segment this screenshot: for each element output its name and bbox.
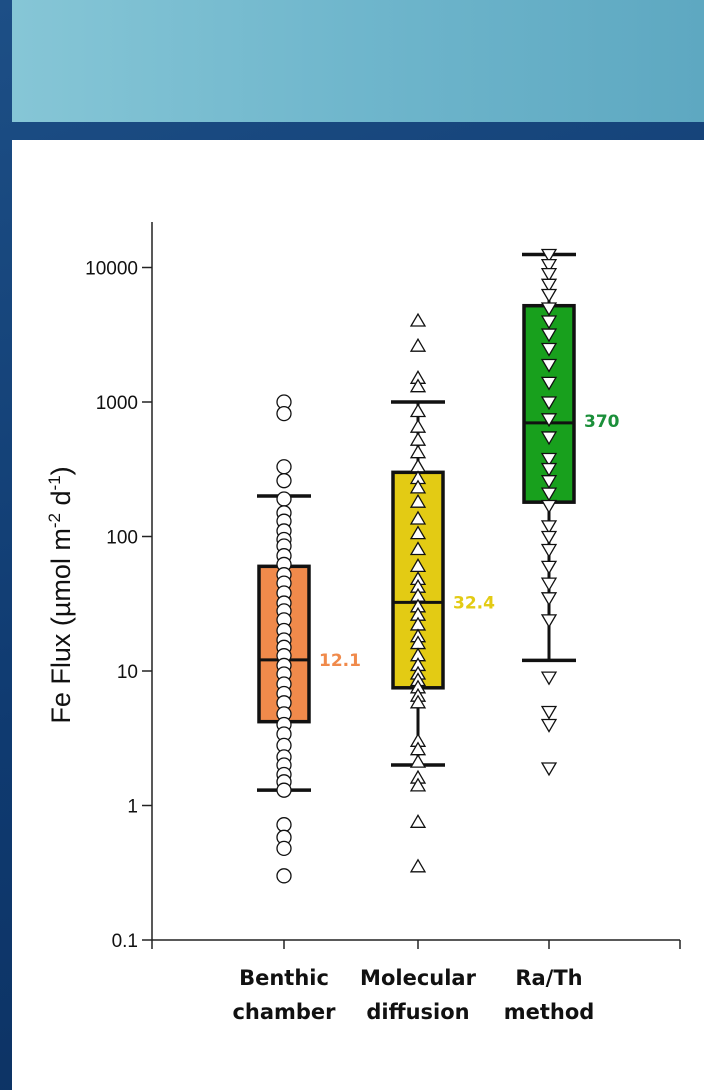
median-value-label: 370 bbox=[584, 412, 620, 432]
data-point bbox=[540, 268, 558, 282]
data-point bbox=[540, 762, 558, 777]
data-point bbox=[540, 315, 558, 330]
y-axis-label: Fe Flux (µmol m-2 d-1) bbox=[45, 466, 76, 723]
median-value-label: 12.1 bbox=[319, 651, 361, 671]
data-point bbox=[409, 814, 427, 828]
category-label: Molecular bbox=[360, 966, 477, 990]
data-point bbox=[540, 614, 558, 629]
y-tick-label: 0.1 bbox=[112, 931, 138, 952]
data-point bbox=[409, 479, 427, 494]
category-label: method bbox=[504, 1000, 595, 1024]
data-point bbox=[409, 858, 427, 873]
median-value-label: 32.4 bbox=[453, 593, 495, 613]
data-point bbox=[276, 405, 292, 422]
data-point bbox=[540, 358, 558, 373]
data-point bbox=[540, 718, 558, 733]
data-point bbox=[540, 248, 558, 263]
data-point bbox=[540, 342, 558, 357]
data-point bbox=[540, 259, 558, 273]
data-point bbox=[276, 868, 292, 884]
data-point bbox=[540, 396, 558, 411]
y-tick-label: 100 bbox=[106, 528, 138, 549]
data-point bbox=[409, 444, 427, 459]
data-point bbox=[409, 525, 427, 540]
data-point bbox=[540, 288, 558, 303]
data-point bbox=[276, 782, 292, 798]
data-point bbox=[409, 378, 427, 393]
data-point bbox=[540, 592, 558, 607]
data-point bbox=[276, 473, 292, 489]
box-plot-chart: 0.1 1 10 100 1000 10000 Benthic chamber Molecul… bbox=[45, 222, 681, 1024]
data-point bbox=[540, 705, 558, 720]
data-point bbox=[276, 491, 292, 507]
data-point bbox=[540, 543, 558, 558]
data-point bbox=[409, 777, 427, 792]
data-point bbox=[276, 817, 292, 833]
data-point bbox=[409, 337, 427, 352]
data-point bbox=[409, 418, 427, 433]
data-point bbox=[540, 376, 558, 391]
data-point bbox=[540, 487, 558, 502]
data-point bbox=[276, 459, 292, 475]
data-point bbox=[540, 328, 558, 343]
category-label: Benthic bbox=[239, 966, 329, 990]
title-banner bbox=[12, 0, 704, 122]
y-tick-label: 10 bbox=[117, 662, 138, 683]
data-point bbox=[409, 510, 427, 525]
data-point bbox=[540, 413, 558, 428]
y-tick-label: 1 bbox=[127, 797, 138, 818]
category-label: Ra/Th bbox=[515, 966, 582, 990]
category-label: diffusion bbox=[366, 1000, 469, 1024]
data-point bbox=[540, 520, 558, 535]
data-point bbox=[276, 840, 292, 857]
data-point bbox=[540, 278, 558, 293]
data-point bbox=[540, 431, 558, 446]
data-point bbox=[409, 458, 427, 473]
data-point bbox=[409, 493, 427, 508]
data-point bbox=[540, 302, 558, 317]
data-point bbox=[540, 560, 558, 575]
data-point bbox=[540, 475, 558, 489]
data-point bbox=[540, 499, 558, 514]
category-label: chamber bbox=[232, 1000, 336, 1024]
data-point bbox=[409, 312, 427, 327]
data-point bbox=[409, 753, 427, 768]
data-point bbox=[540, 577, 558, 592]
data-point bbox=[540, 452, 558, 467]
chart-panel: 0.1 1 10 100 1000 10000 Benthic chamber Molecul… bbox=[12, 140, 704, 1090]
data-point bbox=[409, 694, 427, 709]
y-tick-label: 10000 bbox=[85, 259, 138, 280]
y-tick-label: 1000 bbox=[96, 393, 138, 414]
data-point bbox=[409, 403, 427, 418]
data-point bbox=[409, 431, 427, 446]
data-point bbox=[540, 530, 558, 545]
data-point bbox=[409, 541, 427, 556]
data-point bbox=[540, 671, 558, 686]
data-point bbox=[540, 462, 558, 477]
